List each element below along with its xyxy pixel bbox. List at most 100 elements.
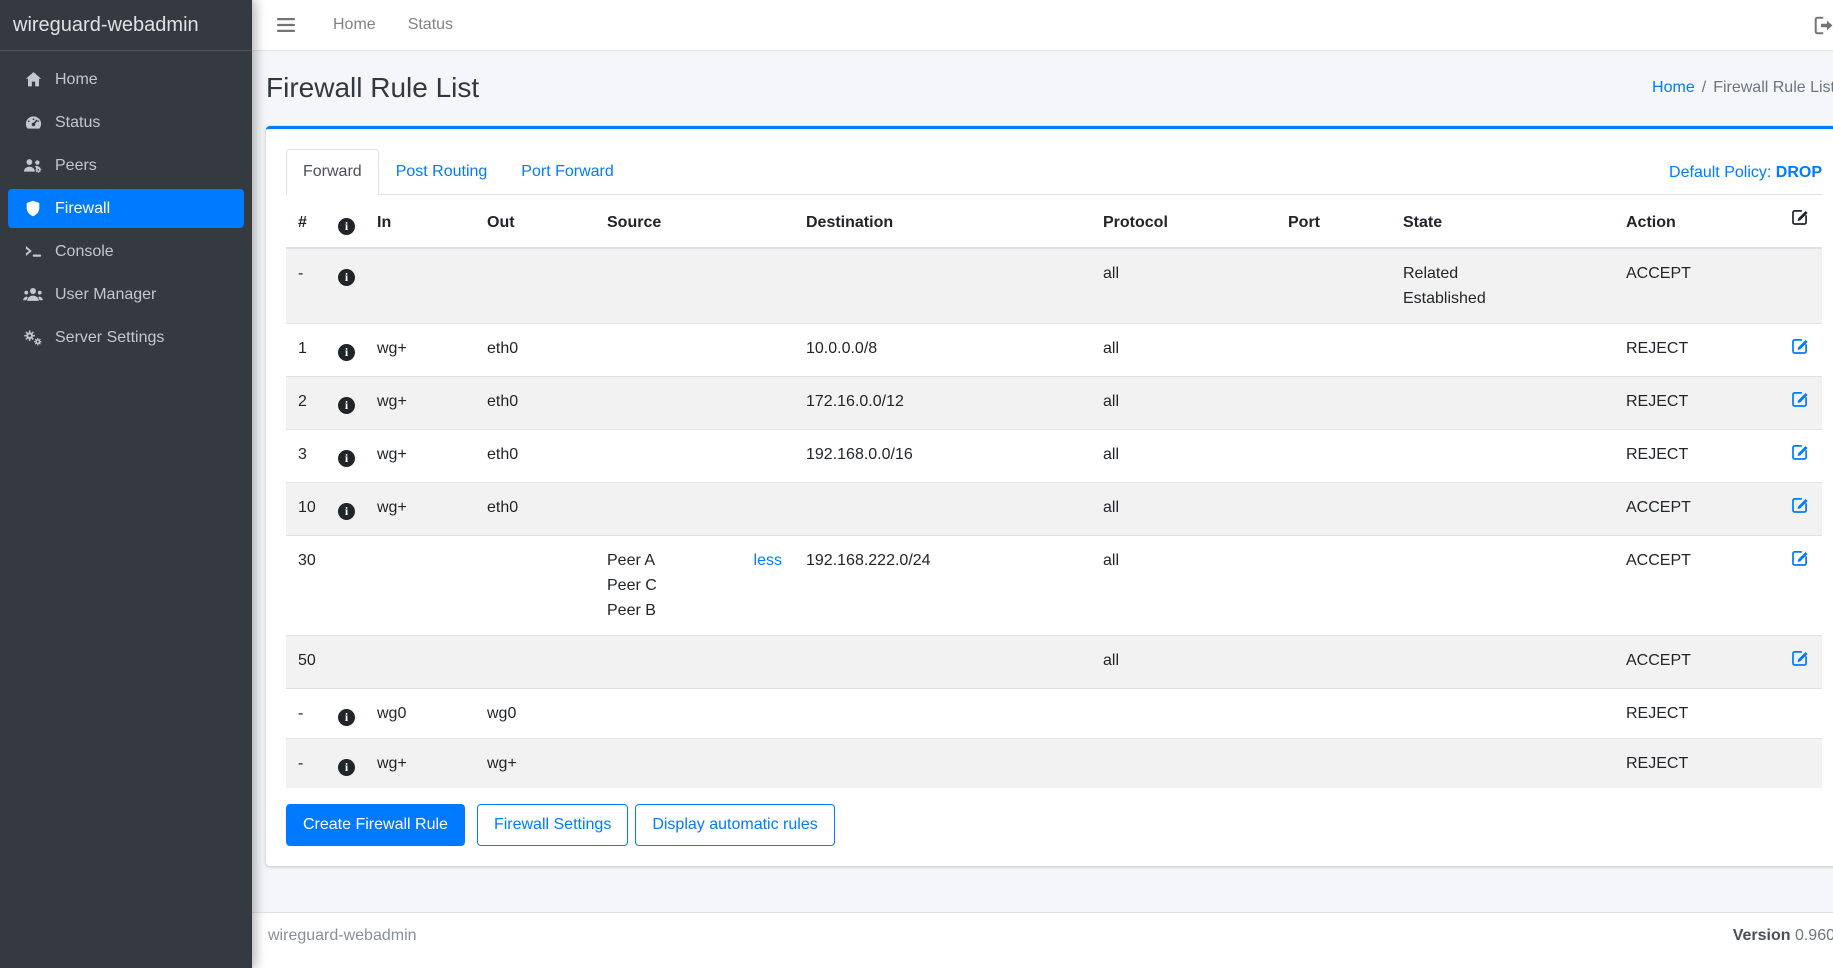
navbar-link-home[interactable]: Home: [333, 16, 376, 33]
tab-port-forward[interactable]: Port Forward: [521, 163, 614, 180]
edit-icon[interactable]: [1790, 336, 1810, 356]
gauge-icon: [20, 113, 46, 132]
sidebar-item-label: Status: [55, 113, 101, 131]
sidebar-item-peers[interactable]: Peers: [8, 146, 244, 185]
top-navbar: Home Status: [252, 0, 1833, 51]
edit-icon[interactable]: [1790, 495, 1810, 515]
table-row: 3 i wg+ eth0 192.168.0.0/16 all REJECT: [286, 429, 1822, 483]
sidebar-item-label: Peers: [55, 156, 97, 174]
footer: wireguard-webadmin Version 0.960: [252, 912, 1833, 968]
navbar-right: [1805, 9, 1833, 42]
default-policy-label: Default Policy:: [1669, 164, 1772, 181]
col-port: Port: [1276, 195, 1391, 249]
sidebar-item-server-settings[interactable]: Server Settings: [8, 318, 244, 357]
action-cell: REJECT: [1614, 376, 1778, 430]
sidebar-item-label: User Manager: [55, 285, 157, 303]
button-row: Create Firewall Rule Firewall Settings D…: [286, 804, 1822, 846]
col-in: In: [365, 195, 475, 249]
firewall-settings-button[interactable]: Firewall Settings: [476, 804, 629, 846]
col-action: Action: [1614, 195, 1778, 249]
edit-icon[interactable]: [1790, 548, 1810, 568]
users-gear-icon: [20, 156, 46, 175]
col-info: i: [326, 195, 365, 249]
edit-icon: [1790, 207, 1810, 227]
shield-icon: [20, 199, 46, 218]
table-row: 10 i wg+ eth0 all ACCEPT: [286, 482, 1822, 536]
action-cell: ACCEPT: [1614, 482, 1778, 536]
edit-icon[interactable]: [1790, 442, 1810, 462]
table-row: - i all Related Established ACCEPT: [286, 247, 1822, 324]
action-cell: REJECT: [1614, 429, 1778, 483]
table-row: 50 all ACCEPT: [286, 635, 1822, 689]
sidebar-item-console[interactable]: Console: [8, 232, 244, 271]
edit-icon[interactable]: [1790, 389, 1810, 409]
info-icon[interactable]: i: [338, 759, 355, 776]
display-automatic-rules-button[interactable]: Display automatic rules: [635, 804, 835, 846]
main-area: Home Status Firewall Rule List Home / Fire…: [252, 0, 1833, 968]
navbar-link-status[interactable]: Status: [407, 16, 454, 33]
col-num: #: [286, 195, 326, 249]
action-cell: REJECT: [1614, 323, 1778, 377]
col-protocol: Protocol: [1091, 195, 1276, 249]
tab-bar: Forward Post Routing Port Forward: [286, 149, 1822, 195]
info-icon[interactable]: i: [338, 397, 355, 414]
action-cell: REJECT: [1614, 738, 1778, 788]
sidebar: wireguard-webadmin Home Status Peers: [0, 0, 252, 968]
home-icon: [20, 70, 46, 89]
brand[interactable]: wireguard-webadmin: [0, 0, 252, 51]
sidebar-nav: Home Status Peers Firewall: [0, 51, 252, 361]
info-icon[interactable]: i: [338, 450, 355, 467]
terminal-icon: [20, 242, 46, 261]
content: Forward Post Routing Port Forward Defaul…: [252, 126, 1833, 912]
table-row: 2 i wg+ eth0 172.16.0.0/12 all REJECT: [286, 376, 1822, 430]
edit-icon[interactable]: [1790, 648, 1810, 668]
sidebar-item-label: Server Settings: [55, 328, 165, 346]
info-icon[interactable]: i: [338, 217, 355, 235]
action-cell: ACCEPT: [1614, 635, 1778, 689]
brand-title: wireguard-webadmin: [13, 13, 199, 36]
sidebar-item-label: Firewall: [55, 199, 111, 217]
breadcrumb-home-link[interactable]: Home: [1652, 79, 1695, 96]
create-firewall-rule-button[interactable]: Create Firewall Rule: [286, 804, 465, 846]
table-header-row: # i In Out Source Destination Protocol P…: [286, 195, 1822, 249]
action-cell: ACCEPT: [1614, 535, 1778, 636]
sidebar-item-label: Console: [55, 242, 114, 260]
firewall-card: Forward Post Routing Port Forward Defaul…: [266, 126, 1833, 866]
info-icon[interactable]: i: [338, 709, 355, 726]
tab-post-routing[interactable]: Post Routing: [395, 163, 488, 180]
sidebar-item-label: Home: [55, 70, 98, 88]
table-row: - i wg0 wg0 REJECT: [286, 688, 1822, 739]
page-title: Firewall Rule List: [266, 72, 480, 103]
sidebar-toggle-icon[interactable]: [269, 12, 303, 38]
sidebar-item-user-manager[interactable]: User Manager: [8, 275, 244, 314]
breadcrumb-separator: /: [1701, 79, 1707, 96]
info-icon[interactable]: i: [338, 344, 355, 361]
tab-forward[interactable]: Forward: [286, 149, 379, 195]
col-out: Out: [475, 195, 595, 249]
gears-icon: [20, 328, 46, 347]
col-state: State: [1391, 195, 1614, 249]
default-policy[interactable]: Default Policy: DROP: [1669, 161, 1822, 185]
table-row: 1 i wg+ eth0 10.0.0.0/8 all REJECT: [286, 323, 1822, 377]
firewall-rule-table: # i In Out Source Destination Protocol P…: [286, 195, 1822, 788]
sidebar-item-home[interactable]: Home: [8, 60, 244, 99]
info-icon[interactable]: i: [338, 503, 355, 520]
content-header: Firewall Rule List Home / Firewall Rule Li…: [252, 51, 1833, 126]
info-icon[interactable]: i: [338, 269, 355, 286]
footer-version: Version 0.960: [1732, 927, 1833, 944]
breadcrumb-current: Firewall Rule List: [1713, 79, 1833, 96]
logout-icon[interactable]: [1805, 9, 1833, 42]
sidebar-item-status[interactable]: Status: [8, 103, 244, 142]
default-policy-value: DROP: [1775, 164, 1822, 181]
sidebar-item-firewall[interactable]: Firewall: [8, 189, 244, 228]
col-source: Source: [595, 195, 794, 249]
action-cell: REJECT: [1614, 688, 1778, 739]
col-destination: Destination: [794, 195, 1091, 249]
users-icon: [20, 285, 46, 304]
source-peers: Peer A Peer C Peer B: [607, 552, 657, 619]
breadcrumb: Home / Firewall Rule List: [1652, 79, 1833, 97]
source-less-link[interactable]: less: [753, 552, 782, 569]
action-cell: ACCEPT: [1614, 247, 1778, 324]
